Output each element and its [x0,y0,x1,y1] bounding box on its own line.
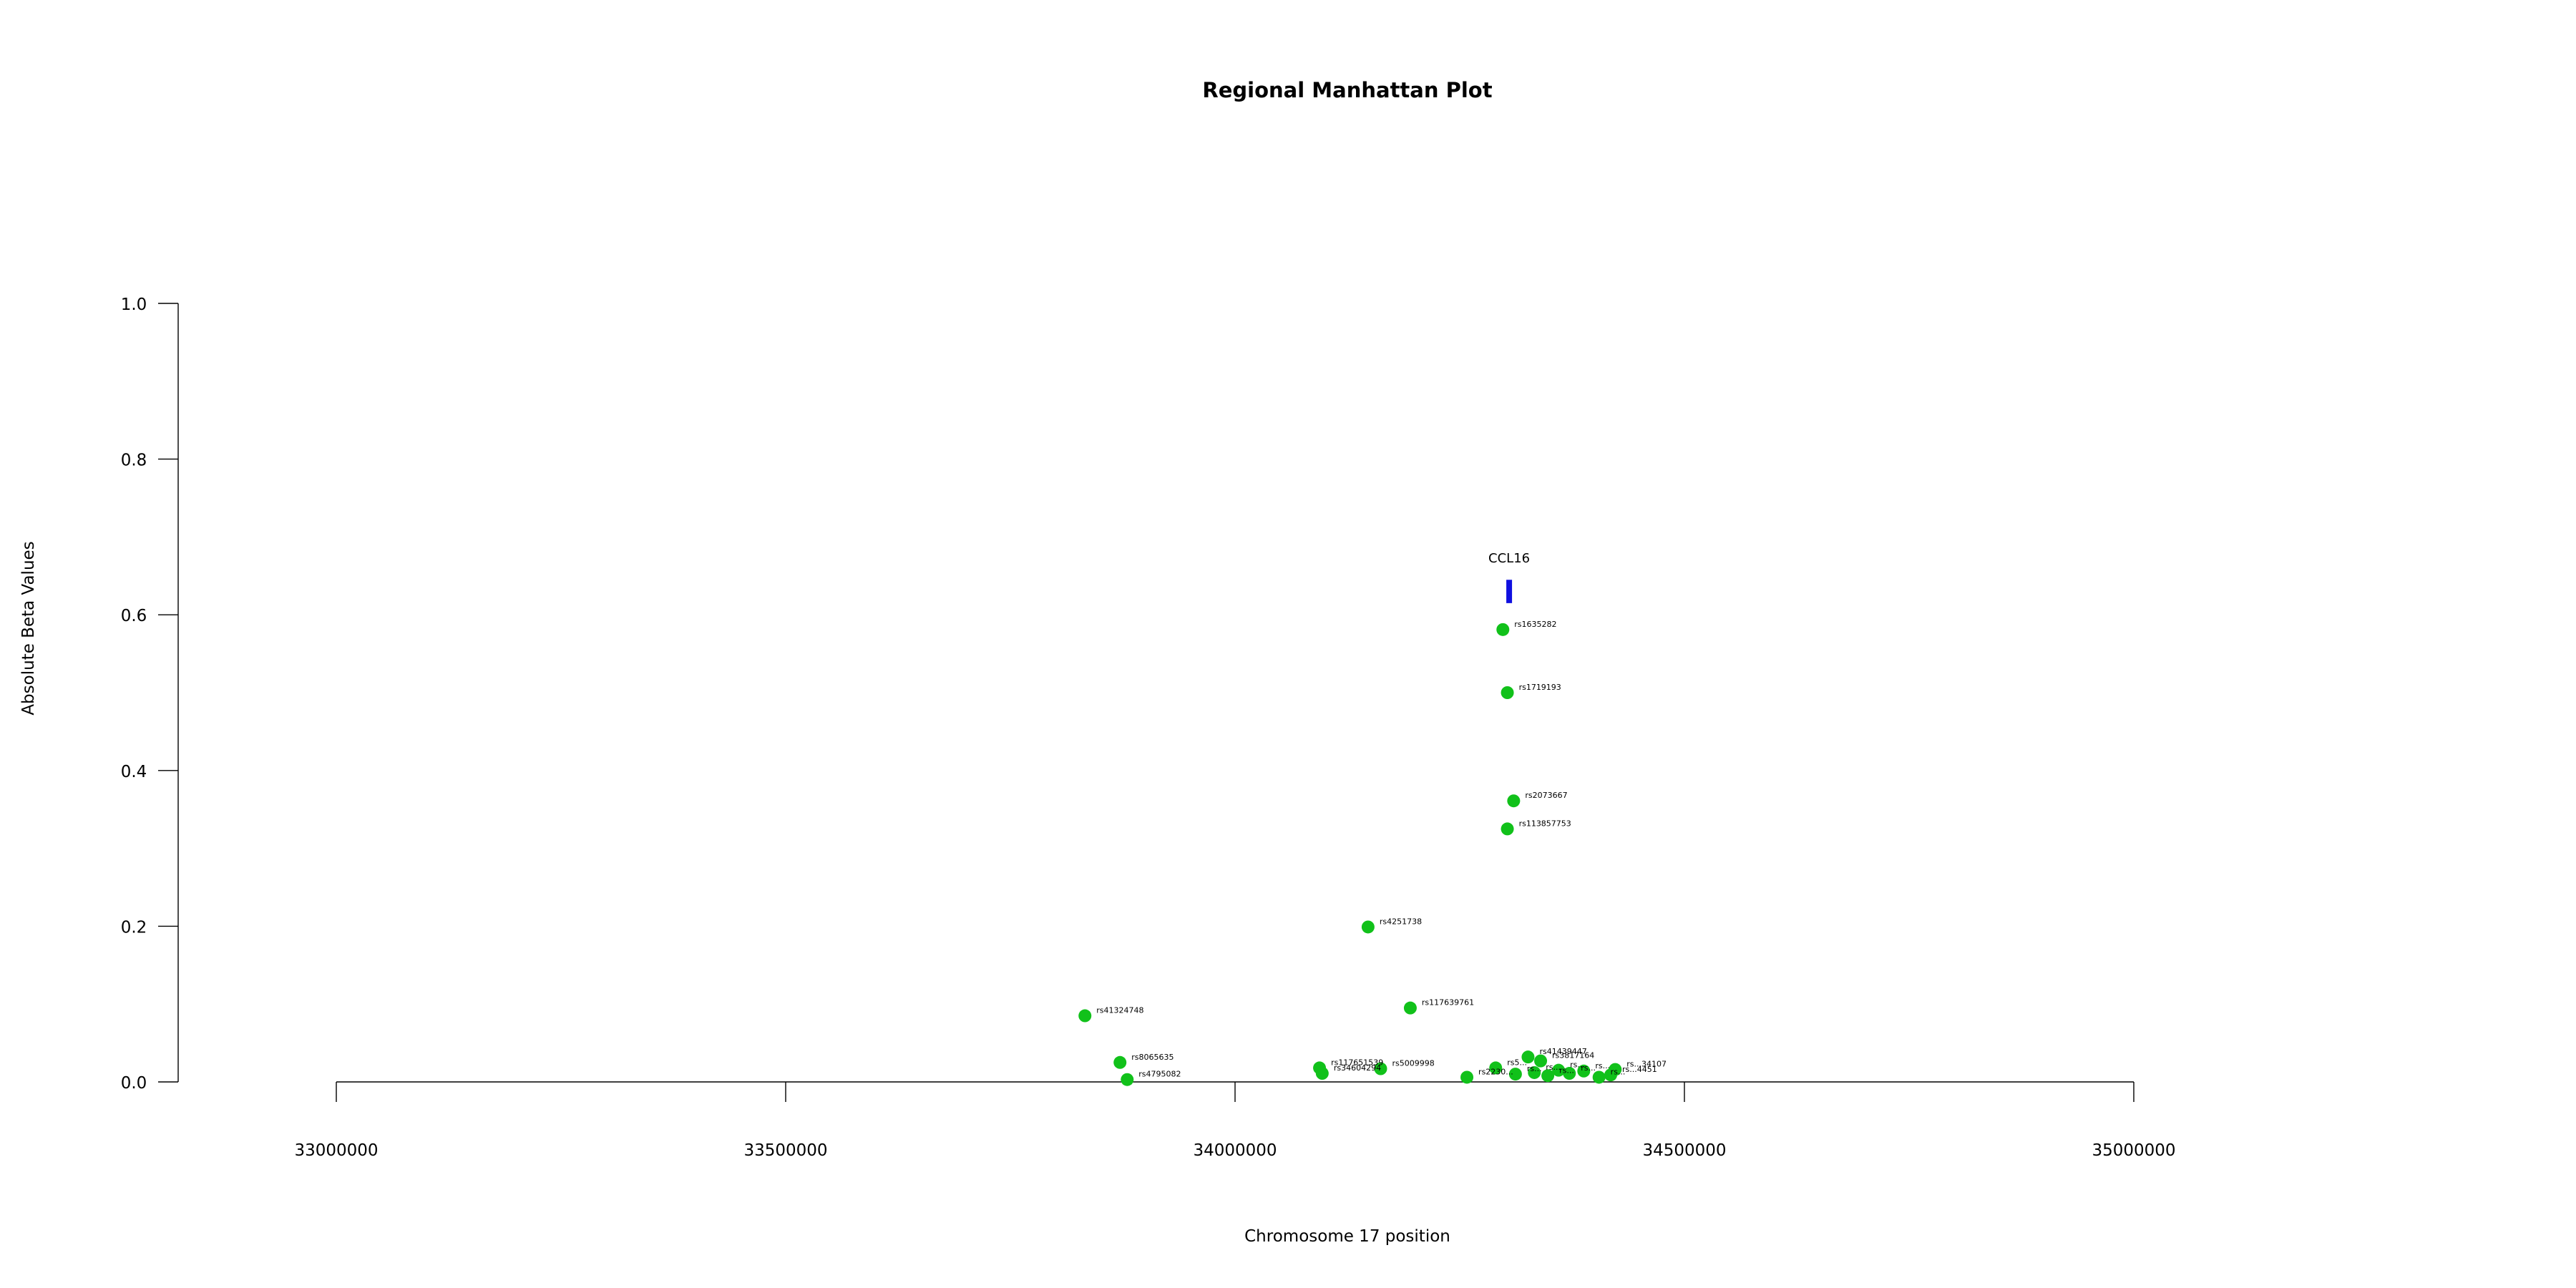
snp-point [1374,1062,1387,1075]
gene-label: CCL16 [1488,551,1530,566]
snp-point [1403,1001,1417,1015]
snp-label: rs5009998 [1392,1059,1434,1068]
snp-label: rs... [1570,1060,1585,1070]
snp-label: rs... [1546,1063,1561,1072]
snp-label: rs... [1595,1061,1610,1070]
gene-layer: CCL16 [1488,551,1530,603]
snp-label: rs...4451 [1622,1065,1657,1074]
x-tick-label: 33000000 [294,1141,378,1160]
x-tick-label: 33500000 [743,1141,827,1160]
snp-point [1508,1068,1522,1081]
x-tick-label: 34000000 [1193,1141,1277,1160]
snp-labels-layer: rs1635282 rs1719193 rs2073667 rs113857753 rs… [1096,620,1667,1079]
snp-label: rs3817164 [1552,1051,1594,1060]
snp-point [1121,1073,1134,1086]
snp-label: rs8065635 [1131,1053,1174,1062]
y-tick-label: 0.6 [121,607,147,625]
snp-label: rs41324748 [1096,1006,1143,1015]
snp-label: rs34604294 [1334,1063,1381,1073]
points-layer [1078,623,1622,1086]
snp-point [1460,1070,1474,1084]
y-tick-label: 0.4 [121,763,147,781]
snp-point [1541,1069,1555,1083]
snp-label: rs4795082 [1138,1070,1181,1079]
snp-point [1113,1055,1127,1069]
snp-label: rs... [1611,1067,1626,1076]
snp-label: rs... [1527,1064,1542,1073]
snp-label: rs117639761 [1422,998,1474,1008]
y-axis: 0.0 0.2 0.4 0.6 0.8 1.0 [121,296,179,1093]
snp-label: rs117651539 [1331,1058,1383,1067]
snp-point [1577,1064,1591,1078]
y-tick-label: 0.0 [121,1074,147,1093]
y-tick-label: 0.8 [121,452,147,470]
snp-label: rs... [1559,1065,1574,1075]
snp-point [1528,1065,1541,1079]
snp-label: rs2073667 [1525,791,1567,800]
snp-label: rs1635282 [1514,620,1556,629]
y-axis-label: Absolute Beta Values [19,541,38,715]
snp-label: rs4251738 [1380,917,1422,926]
snp-label: rs113857753 [1519,819,1571,828]
snp-point [1592,1070,1606,1084]
snp-point [1496,623,1510,636]
y-tick-label: 0.2 [121,918,147,937]
snp-point [1361,920,1375,934]
x-tick-label: 35000000 [2092,1141,2175,1160]
snp-point [1552,1063,1566,1077]
snp-label: rs5... [1507,1058,1527,1067]
snp-point [1501,822,1514,836]
snp-label: rs... [1581,1063,1596,1073]
snp-point [1489,1061,1503,1075]
snp-point [1534,1054,1548,1068]
snp-point [1507,794,1521,808]
snp-point [1078,1009,1092,1023]
snp-label: rs41439447 [1539,1047,1586,1056]
snp-point [1315,1067,1329,1080]
snp-point [1501,686,1514,699]
x-tick-label: 34500000 [1642,1141,1726,1160]
snp-label: rs...34107 [1626,1060,1667,1069]
snp-point [1521,1050,1535,1064]
x-axis: 33000000 33500000 34000000 34500000 35000000 [294,1081,2176,1160]
snp-point [1604,1068,1618,1082]
snp-point [1563,1067,1576,1080]
x-axis-label: Chromosome 17 position [1244,1227,1450,1246]
y-tick-label: 1.0 [121,296,147,314]
snp-label: rs2230... [1478,1067,1513,1076]
snp-label: rs1719193 [1519,683,1561,692]
chart-title: Regional Manhattan Plot [1202,78,1492,102]
